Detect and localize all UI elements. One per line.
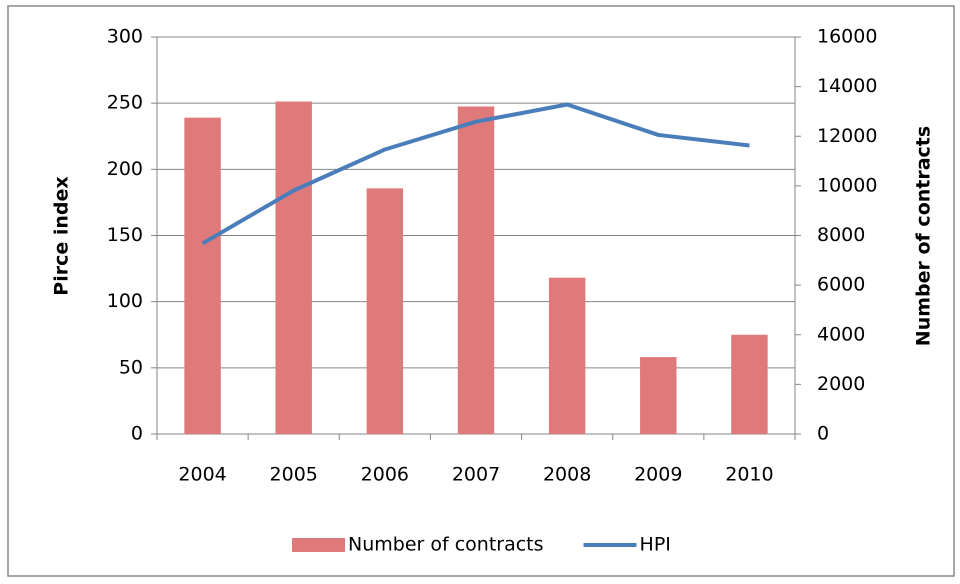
- bar: [731, 334, 768, 434]
- y-axis-title: Pirce index: [51, 176, 73, 295]
- y-tick-label: 0: [131, 423, 143, 445]
- legend-label: HPI: [640, 534, 671, 556]
- x-tick-label: 2007: [452, 464, 500, 486]
- x-tick-label: 2009: [634, 464, 682, 486]
- y-tick-label: 100: [107, 290, 143, 312]
- x-tick-label: 2005: [270, 464, 318, 486]
- y2-tick-label: 0: [817, 423, 829, 445]
- y-tick-label: 300: [107, 26, 143, 48]
- x-tick-label: 2008: [543, 464, 591, 486]
- x-tick-label: 2010: [725, 464, 773, 486]
- y-tick-label: 250: [107, 92, 143, 114]
- y-tick-label: 50: [119, 356, 143, 378]
- bar: [275, 101, 312, 434]
- line: [201, 102, 750, 246]
- y2-tick-label: 12000: [817, 125, 877, 147]
- x-tick-label: 2006: [361, 464, 409, 486]
- y2-tick-label: 16000: [817, 26, 877, 48]
- y2-tick-label: 10000: [817, 174, 877, 196]
- y2-tick-label: 14000: [817, 75, 877, 97]
- bar: [640, 357, 677, 434]
- bar: [366, 188, 404, 434]
- y2-tick-label: 4000: [817, 323, 865, 345]
- y-tick-label: 150: [107, 224, 143, 246]
- bar: [457, 106, 495, 434]
- y2-tick-label: 6000: [817, 274, 865, 296]
- bar: [184, 117, 221, 434]
- y2-tick-label: 2000: [817, 373, 865, 395]
- bar: [548, 277, 586, 434]
- x-tick-label: 2004: [178, 464, 226, 486]
- legend-swatch: [292, 538, 345, 552]
- legend-label: Number of contracts: [348, 534, 544, 556]
- y-tick-label: 200: [107, 158, 143, 180]
- y2-tick-label: 8000: [817, 224, 865, 246]
- y2-axis-title: Number of contracts: [913, 126, 935, 346]
